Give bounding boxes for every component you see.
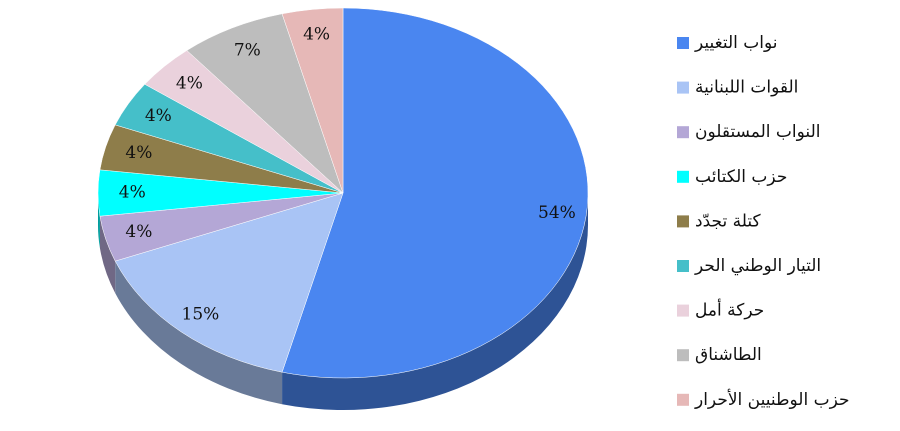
pie-slice [281, 7, 344, 194]
legend-swatch [677, 81, 689, 94]
legend-swatch [677, 304, 689, 317]
slice-side [99, 216, 116, 294]
data-label: 4% [119, 183, 146, 203]
legend-label: حزب الوطنيين الأحرار [694, 389, 850, 410]
data-label: 15% [182, 305, 220, 325]
legend-label: التيار الوطني الحر [694, 256, 821, 276]
legend-swatch [677, 349, 689, 362]
legend-label: النواب المستقلون [695, 122, 820, 142]
legend-swatch [677, 260, 689, 272]
legend-swatch [677, 37, 689, 49]
slice-side [115, 261, 283, 405]
data-label: 7% [234, 41, 261, 61]
legend-label: الطاشناق [695, 345, 762, 365]
legend-label: كتلة تجدّد [695, 211, 761, 231]
data-label: 4% [303, 25, 330, 45]
legend-swatch [677, 215, 689, 228]
data-label: 4% [125, 222, 152, 242]
slice-side [282, 193, 588, 410]
legend-label: نواب التغيير [694, 33, 778, 53]
legend-label: حركة أمل [695, 299, 764, 321]
legend-swatch [677, 393, 689, 406]
pie-slice [114, 192, 344, 373]
data-label: 4% [176, 74, 203, 94]
legend-label: حزب الكتائب [695, 167, 787, 187]
pie-slice [186, 13, 344, 194]
legend-swatch [677, 170, 689, 183]
legend-label: القوات اللبنانية [695, 78, 798, 98]
data-label: 54% [538, 203, 576, 223]
legend-swatch [677, 126, 689, 139]
data-label: 4% [125, 143, 152, 163]
data-labels: 54%15%4%4%4%4%4%7%4% [119, 25, 576, 325]
pie-slice [281, 7, 589, 379]
data-label: 4% [145, 106, 172, 126]
pie-faces [97, 7, 589, 379]
legend: نواب التغيير القوات اللبنانية النواب المست… [677, 33, 850, 410]
